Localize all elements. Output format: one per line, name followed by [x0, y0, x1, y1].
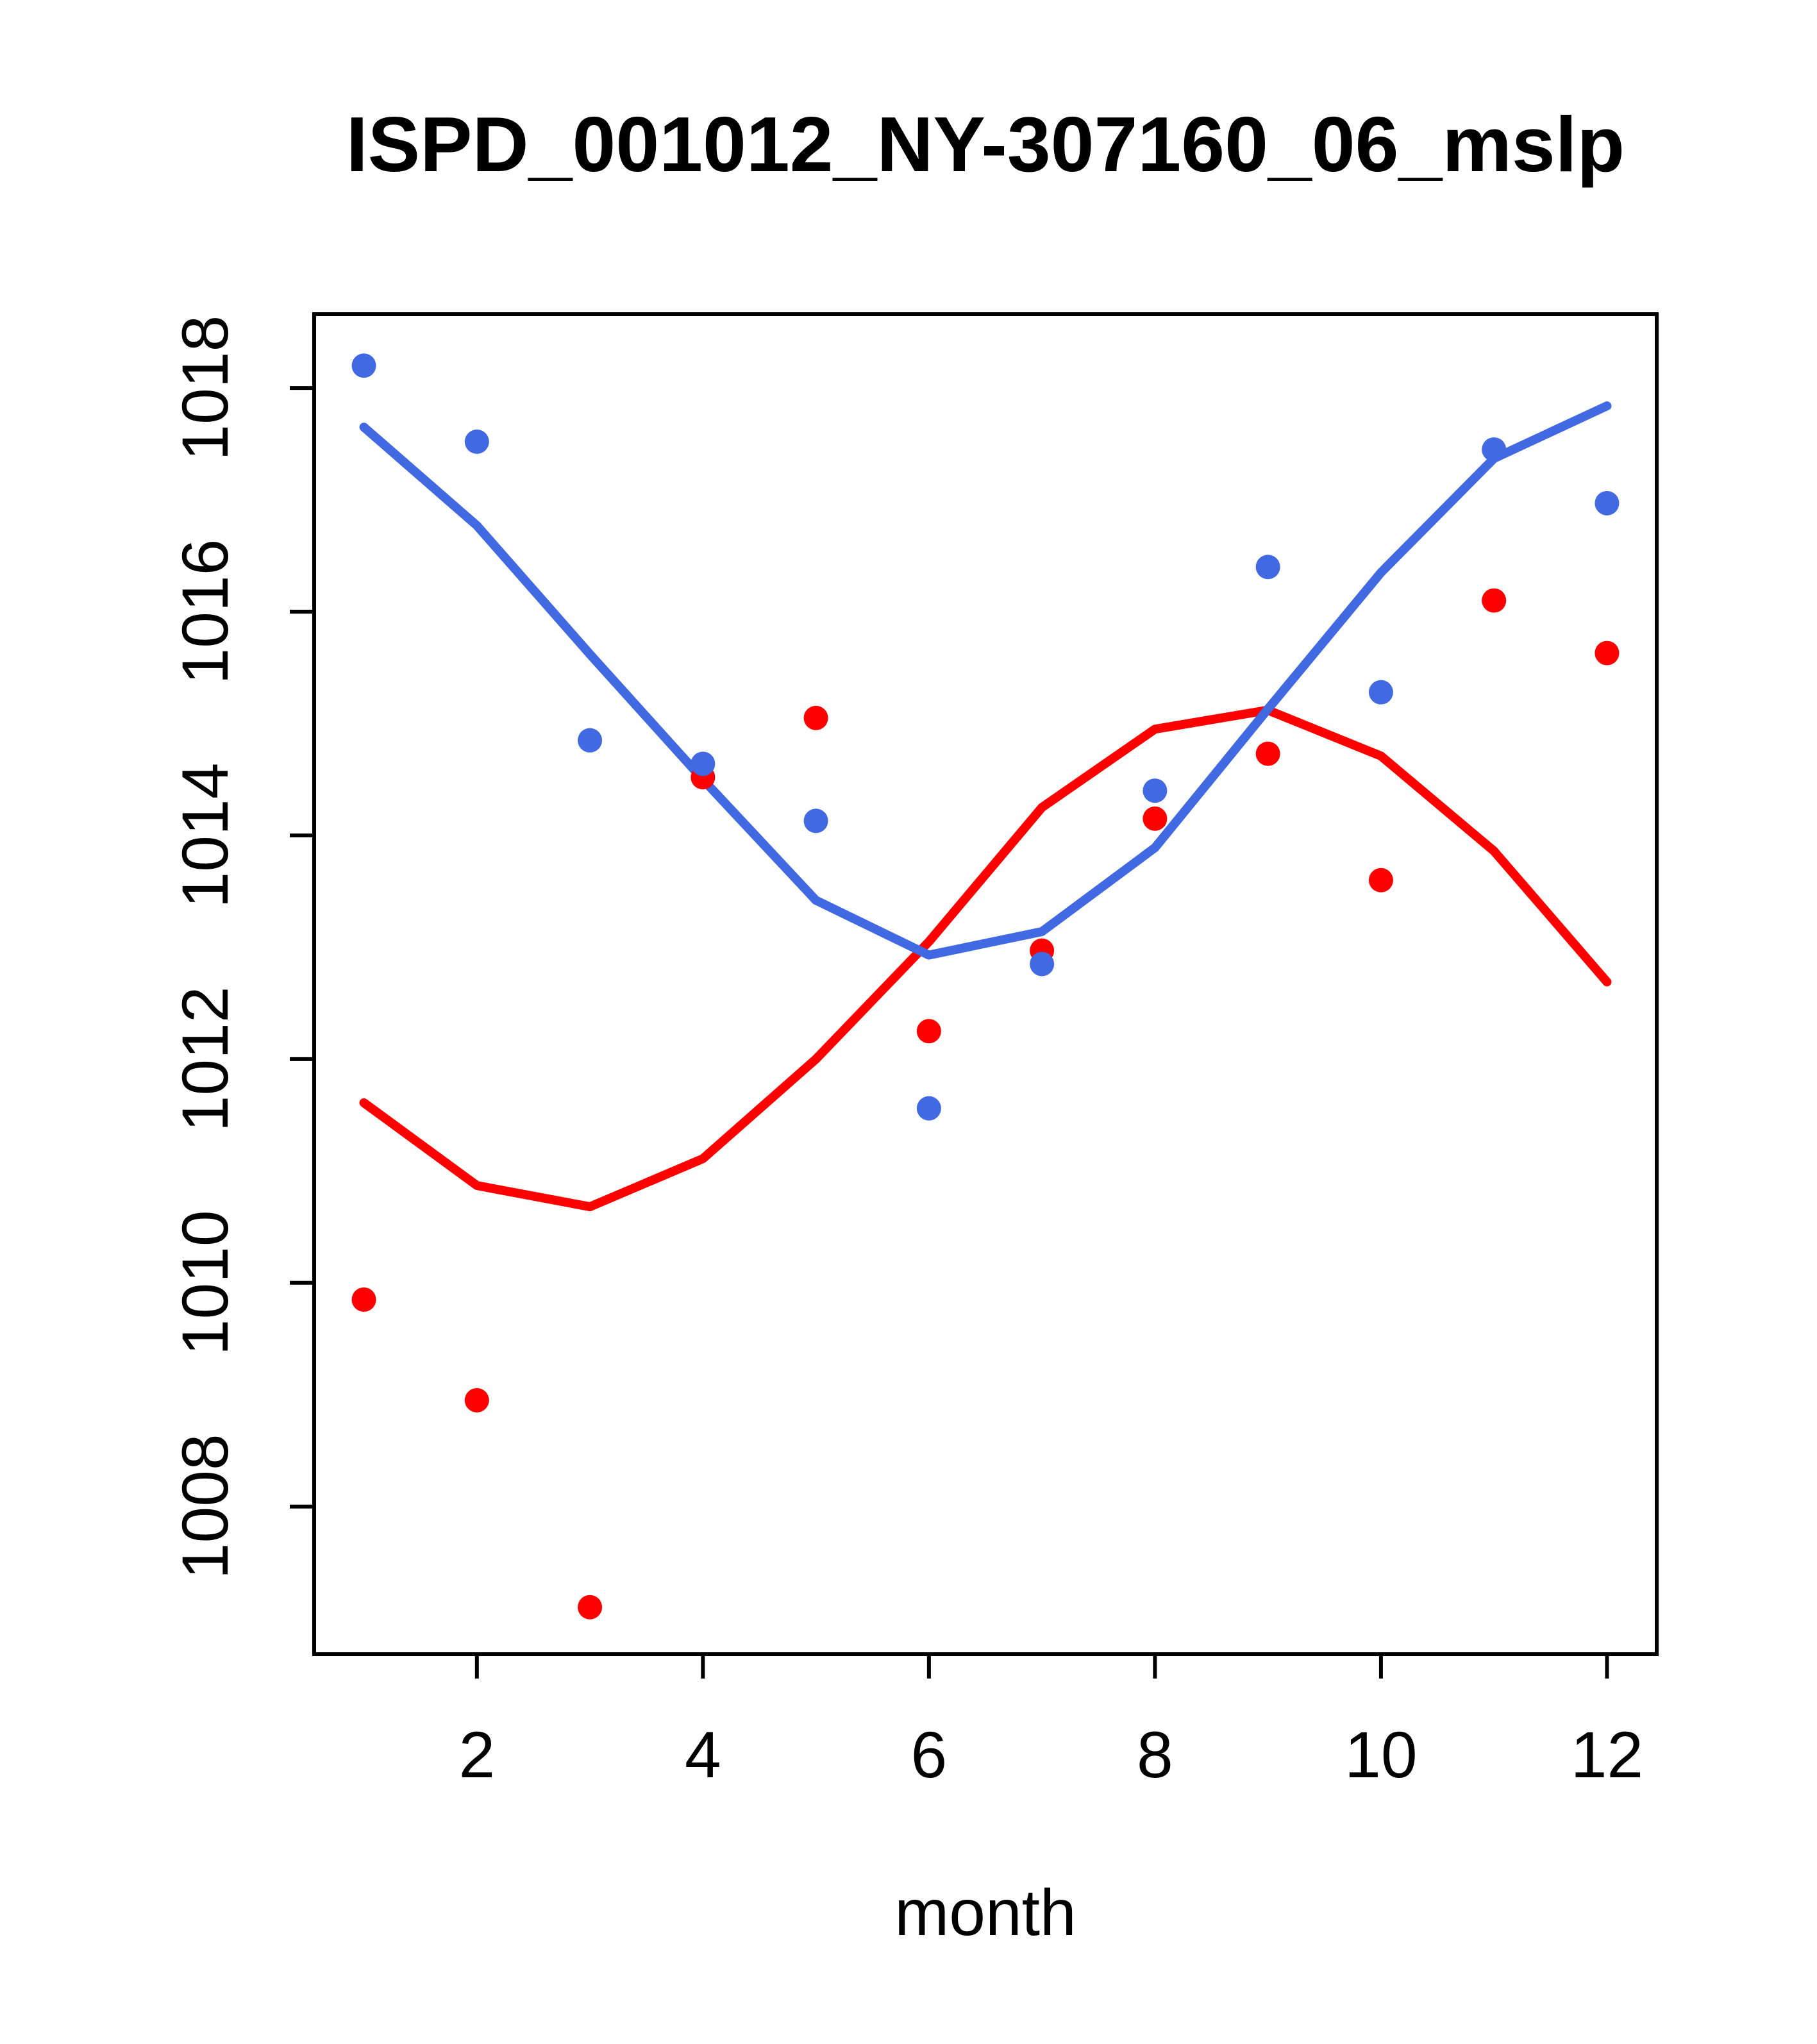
red-point [916, 1019, 941, 1044]
red-point [1595, 641, 1620, 666]
blue-point [464, 429, 489, 454]
plot-box [312, 312, 1659, 1656]
red-point [464, 1387, 489, 1412]
blue-point [803, 808, 828, 834]
blue-point [1368, 680, 1393, 705]
blue-point [578, 728, 603, 753]
x-tick-label: 12 [1571, 1718, 1643, 1791]
y-tick-label: 1008 [169, 1434, 242, 1579]
y-tick-label: 1014 [169, 763, 242, 909]
x-tick-label: 10 [1344, 1718, 1417, 1791]
red-line [359, 705, 1612, 1212]
red-point [1255, 741, 1280, 766]
red-point [1143, 806, 1168, 831]
blue-point [1030, 951, 1055, 976]
red-point [351, 1287, 376, 1312]
blue-point [1143, 778, 1168, 803]
red-point [803, 705, 828, 730]
y-tick-label: 1012 [169, 986, 242, 1132]
blue-point [351, 353, 376, 378]
red-point [1368, 867, 1393, 892]
x-tick-label: 6 [911, 1718, 948, 1791]
x-tick-label: 2 [458, 1718, 495, 1791]
red-point [578, 1595, 603, 1620]
blue-point [691, 751, 716, 776]
red-point [1482, 588, 1507, 613]
blue-point [916, 1096, 941, 1121]
blue-point [1255, 555, 1280, 580]
x-tick-label: 4 [685, 1718, 721, 1791]
y-tick-label: 1010 [169, 1210, 242, 1355]
y-tick-label: 1016 [169, 539, 242, 685]
x-axis-title: month [894, 1876, 1076, 1949]
x-tick-label: 8 [1137, 1718, 1173, 1791]
blue-point [1595, 490, 1620, 515]
chart-title: ISPD_001012_NY-307160_06_mslp [346, 101, 1625, 188]
blue-line [359, 401, 1612, 960]
blue-point [1482, 437, 1507, 462]
y-tick-label: 1018 [169, 315, 242, 461]
